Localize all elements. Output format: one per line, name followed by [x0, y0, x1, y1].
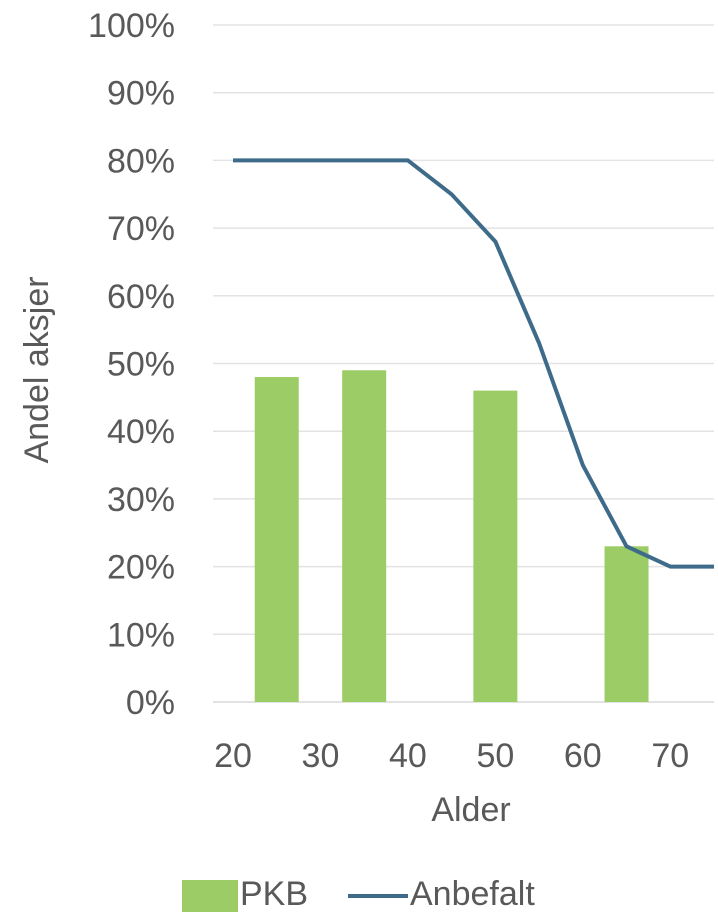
- y-tick-label: 50%: [107, 346, 175, 384]
- x-tick-label: 70: [651, 737, 689, 775]
- y-tick-label: 70%: [107, 210, 175, 248]
- legend-label-pkb: PKB: [240, 875, 308, 913]
- y-tick-label: 20%: [107, 549, 175, 587]
- x-axis-title: Alder: [431, 791, 510, 829]
- bar-pkb: [254, 377, 299, 702]
- y-tick-label: 90%: [107, 75, 175, 113]
- x-axis-tick-labels: 20 30 40 50 60 70: [214, 737, 689, 775]
- bar-pkb: [473, 390, 518, 702]
- line-anbefalt: [233, 158, 714, 569]
- y-tick-label: 10%: [107, 616, 175, 654]
- y-tick-label: 80%: [107, 142, 175, 180]
- y-tick-label: 40%: [107, 413, 175, 451]
- y-tick-label: 0%: [126, 684, 175, 722]
- bar-series-pkb: [254, 370, 649, 702]
- y-axis-title: Andel aksjer: [18, 276, 56, 463]
- legend-swatch-pkb: [182, 880, 238, 912]
- y-tick-label: 30%: [107, 481, 175, 519]
- legend-label-anbefalt: Anbefalt: [410, 875, 535, 913]
- bar-pkb: [342, 370, 387, 702]
- y-tick-label: 60%: [107, 278, 175, 316]
- y-tick-label: 100%: [88, 7, 175, 45]
- x-tick-label: 50: [476, 737, 514, 775]
- y-axis-tick-labels: 0% 10% 20% 30% 40% 50% 60% 70% 80% 90% 100%: [88, 7, 175, 722]
- bar-pkb: [604, 546, 649, 702]
- legend: PKB Anbefalt: [182, 875, 535, 913]
- line-series-anbefalt: [233, 158, 714, 569]
- x-tick-label: 20: [214, 737, 252, 775]
- x-tick-label: 40: [389, 737, 427, 775]
- x-tick-label: 60: [564, 737, 602, 775]
- x-tick-label: 30: [302, 737, 340, 775]
